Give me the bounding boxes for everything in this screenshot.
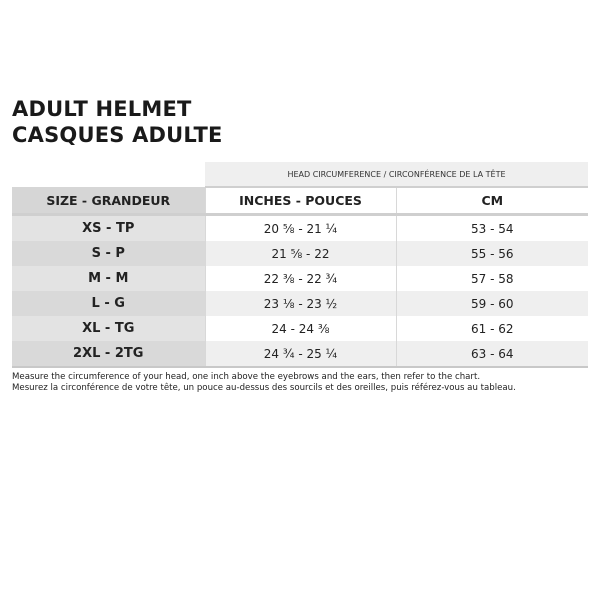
- cm-cell: 55 - 56: [395, 241, 589, 266]
- size-cell: M - M: [12, 266, 205, 291]
- page-title: ADULT HELMET CASQUES ADULTE: [12, 96, 223, 148]
- cm-cell: 59 - 60: [395, 291, 589, 316]
- inches-cell: 24 - 24 ⅜: [204, 316, 396, 341]
- cm-cell: 57 - 58: [395, 266, 589, 291]
- inches-cell: 23 ⅛ - 23 ½: [204, 291, 396, 316]
- size-cell: L - G: [12, 291, 205, 316]
- column-header-size: SIZE - GRANDEUR: [12, 187, 205, 216]
- table-row: M - M 22 ⅜ - 22 ¾ 57 - 58: [12, 266, 589, 291]
- table-row: XL - TG 24 - 24 ⅜ 61 - 62: [12, 316, 589, 341]
- inches-cell: 21 ⅝ - 22: [204, 241, 396, 266]
- measurement-instructions: Measure the circumference of your head, …: [12, 372, 516, 394]
- note-french: Mesurez la circonférence de votre tête, …: [12, 383, 516, 393]
- note-english: Measure the circumference of your head, …: [12, 372, 481, 382]
- cm-cell: 53 - 54: [395, 214, 589, 241]
- size-cell: XL - TG: [12, 316, 205, 341]
- table-row: XS - TP 20 ⅝ - 21 ¼ 53 - 54: [12, 214, 589, 241]
- table-row: S - P 21 ⅝ - 22 55 - 56: [12, 241, 589, 266]
- table-row: 2XL - 2TG 24 ¾ - 25 ¼ 63 - 64: [12, 341, 589, 368]
- size-cell: 2XL - 2TG: [12, 341, 205, 368]
- size-chart-table: HEAD CIRCUMFERENCE / CIRCONFÉRENCE DE LA…: [12, 162, 589, 368]
- inches-cell: 24 ¾ - 25 ¼: [204, 341, 396, 368]
- inches-cell: 20 ⅝ - 21 ¼: [204, 214, 396, 241]
- inches-cell: 22 ⅜ - 22 ¾: [204, 266, 396, 291]
- size-cell: XS - TP: [12, 214, 205, 241]
- title-english: ADULT HELMET: [12, 97, 192, 121]
- group-header-head-circumference: HEAD CIRCUMFERENCE / CIRCONFÉRENCE DE LA…: [205, 162, 589, 188]
- column-header-cm: CM: [395, 187, 589, 216]
- cm-cell: 63 - 64: [395, 341, 589, 368]
- table-row: L - G 23 ⅛ - 23 ½ 59 - 60: [12, 291, 589, 316]
- cm-cell: 61 - 62: [395, 316, 589, 341]
- size-cell: S - P: [12, 241, 205, 266]
- column-header-inches: INCHES - POUCES: [204, 187, 396, 216]
- title-french: CASQUES ADULTE: [12, 123, 223, 147]
